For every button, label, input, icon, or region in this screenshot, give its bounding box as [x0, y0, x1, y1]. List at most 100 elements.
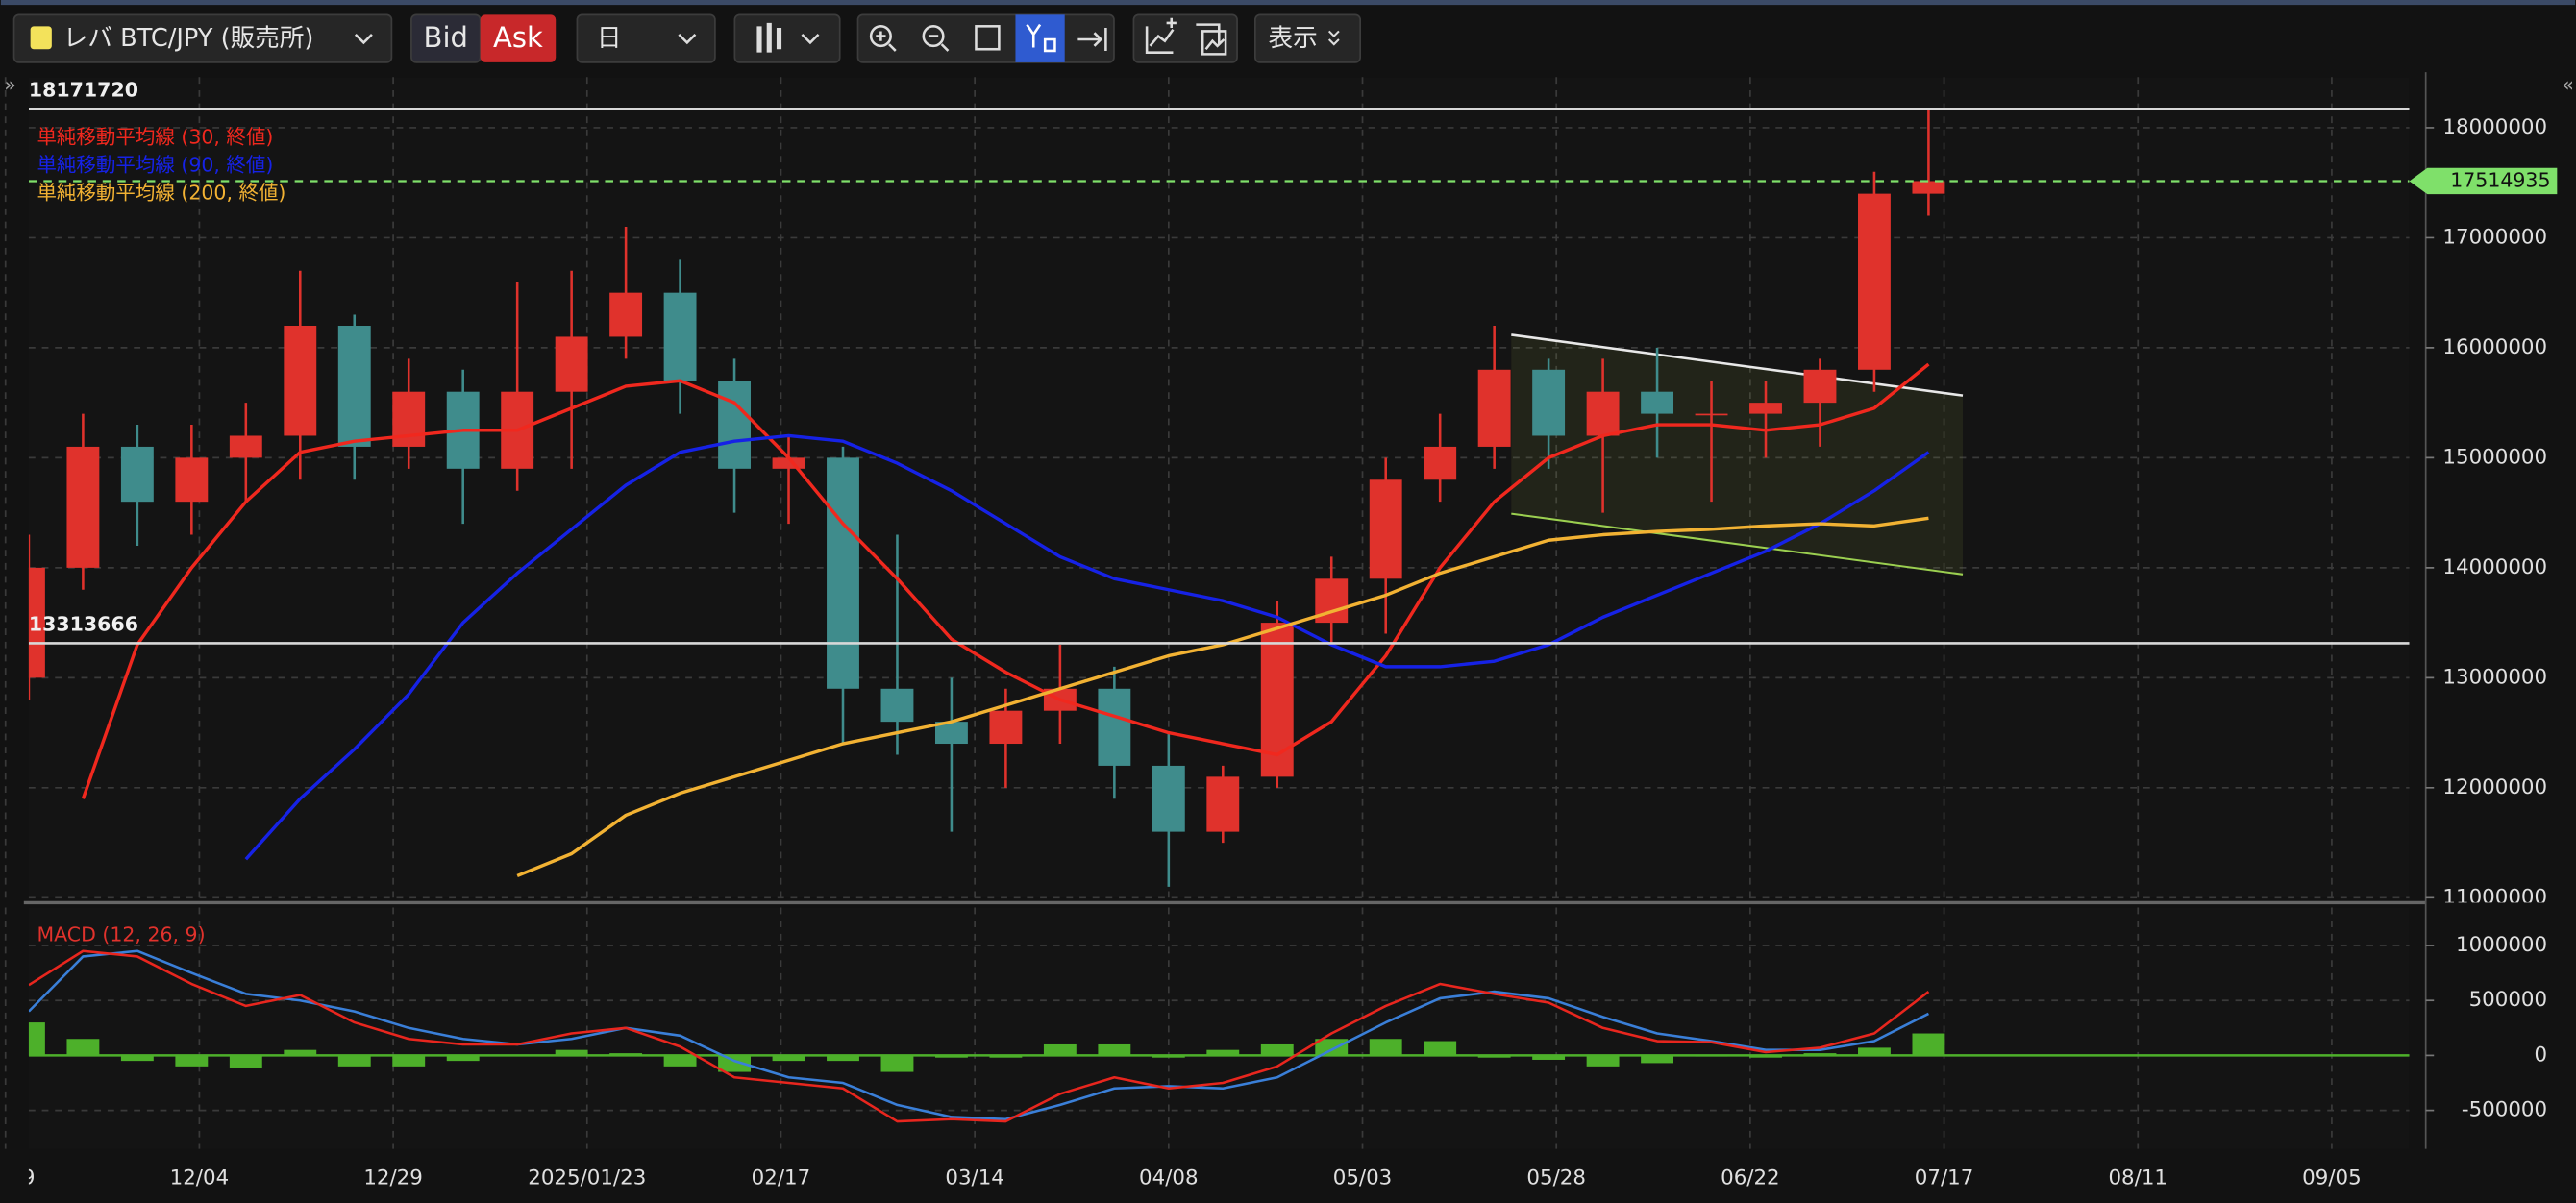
moving-average-line: [516, 516, 1929, 877]
legend-entry: 単純移動平均線 (90, 終値): [37, 154, 273, 177]
main-panel: [28, 77, 2410, 898]
main-plot: [28, 107, 2410, 887]
display-button[interactable]: [1253, 13, 1362, 63]
histogram-bar: [1912, 1033, 1945, 1056]
ask-button[interactable]: [480, 14, 557, 62]
y-tick-label: 11000000: [2442, 885, 2547, 909]
y-tick-label: 18000000: [2442, 115, 2547, 139]
y-tick-label: 1000000: [2456, 933, 2547, 957]
collapse-left[interactable]: »: [4, 73, 16, 96]
horizontal-line-label: 13313666: [29, 613, 138, 636]
macd-line: [28, 949, 1930, 1123]
candle-body: [772, 457, 805, 469]
histogram-bar: [1043, 1043, 1077, 1056]
histogram-bar: [284, 1049, 317, 1056]
y-tick-label: 16000000: [2442, 335, 2547, 359]
scroll-end[interactable]: [1077, 28, 1107, 51]
y-tick-label: -500000: [2462, 1098, 2547, 1122]
y-tick-label: 13000000: [2442, 665, 2547, 689]
y-lock-button[interactable]: [1015, 14, 1065, 62]
x-tick-label: 12/29: [363, 1166, 423, 1190]
candle-body: [989, 710, 1023, 745]
bid-label: Bid: [424, 21, 468, 54]
collapse-right[interactable]: «: [2562, 73, 2574, 96]
drawing-button[interactable]: [1196, 23, 1227, 56]
horizontal-line-label: 18171720: [29, 78, 138, 101]
candle-body: [718, 381, 751, 469]
pattern-area: [1511, 334, 1964, 575]
symbol-select[interactable]: [12, 13, 393, 63]
macd-plot: [28, 949, 2410, 1123]
zoom-in[interactable]: [869, 25, 892, 48]
x-tick-label: 07/17: [1915, 1166, 1974, 1190]
histogram-bar: [501, 1055, 534, 1057]
interval-select[interactable]: [576, 13, 716, 63]
toolbar: レバ BTC/JPY (販売所) Bid Ask 日 表示: [12, 13, 1362, 63]
trend-line-upper: [1511, 333, 1964, 397]
last-price-label: 17514935: [2450, 168, 2550, 191]
y-tick-label: 0: [2534, 1043, 2547, 1067]
y-tick-label: 500000: [2469, 988, 2547, 1012]
candle-body: [1206, 776, 1240, 832]
candle-body: [28, 567, 45, 678]
candle-body: [1098, 688, 1131, 766]
histogram-bar: [1695, 1055, 1728, 1057]
dropdown-arrow: [678, 33, 697, 45]
dropdown-arrow: [354, 33, 373, 45]
candle-body: [120, 446, 154, 503]
zoom-out[interactable]: [922, 25, 945, 48]
histogram-bar: [1369, 1039, 1402, 1056]
histogram-bar: [1586, 1055, 1620, 1067]
candle-body: [555, 336, 588, 392]
x-tick-label: 03/14: [945, 1166, 1004, 1190]
histogram-bar: [1749, 1055, 1782, 1058]
candle-body: [229, 435, 262, 458]
candle-body: [1641, 391, 1674, 414]
indicator-button[interactable]: [1145, 17, 1177, 54]
chart-type-select[interactable]: [733, 13, 841, 63]
histogram-bar: [1424, 1041, 1457, 1056]
tool-group: [1132, 13, 1238, 63]
y-tick-label: 14000000: [2442, 555, 2547, 579]
histogram-bar: [1641, 1055, 1674, 1064]
candle-body: [1532, 369, 1566, 436]
histogram-bar: [392, 1055, 426, 1067]
axes: 11/09 12/04 12/29 2025/01/23 02/17 03/14 04/08…: [0, 115, 2558, 1190]
x-tick-label: 02/17: [752, 1166, 811, 1190]
x-tick-label: 08/11: [2108, 1166, 2167, 1190]
fit-button[interactable]: [975, 25, 1001, 51]
candle-body: [175, 457, 209, 503]
candle-body: [1695, 413, 1728, 416]
histogram-bar: [827, 1055, 859, 1062]
y-axis-labels: 11000000 12000000 13000000 14000000 15000000…: [2425, 115, 2547, 909]
x-axis-labels: 11/09 12/04 12/29 2025/01/23 02/17 03/14 04/08…: [0, 1166, 2362, 1190]
last-price-tag: [2409, 167, 2558, 195]
histogram-bar: [880, 1055, 914, 1072]
y-tick-label: 15000000: [2442, 445, 2547, 469]
candle-body: [1152, 765, 1185, 832]
symbol-icon: [30, 26, 52, 50]
candle-body: [1749, 403, 1782, 414]
histogram-bar: [555, 1049, 588, 1056]
x-tick-label: 11/09: [0, 1166, 35, 1190]
candle-body: [1424, 446, 1457, 480]
histogram-bar: [1206, 1049, 1240, 1056]
histogram-bar: [934, 1055, 968, 1058]
histogram-bar: [663, 1055, 697, 1067]
moving-average-line: [81, 362, 1930, 799]
x-tick-label: 06/22: [1721, 1166, 1780, 1190]
candle-body: [1369, 479, 1402, 579]
top-edge: [0, 0, 2576, 6]
candle-body: [663, 292, 697, 381]
candle-body: [1477, 369, 1511, 447]
legend: 単純移動平均線 (30, 終値) 単純移動平均線 (90, 終値) 単純移動平均線 …: [29, 78, 286, 945]
histogram-bar: [1803, 1053, 1837, 1056]
candle-body: [1912, 181, 1945, 194]
signal-line: [28, 949, 1930, 1121]
display-label: 表示: [1269, 24, 1318, 53]
histogram-bar: [1260, 1043, 1294, 1056]
histogram-bar: [446, 1055, 480, 1062]
display-arrow: [1327, 30, 1340, 46]
histogram-bar: [175, 1055, 209, 1067]
